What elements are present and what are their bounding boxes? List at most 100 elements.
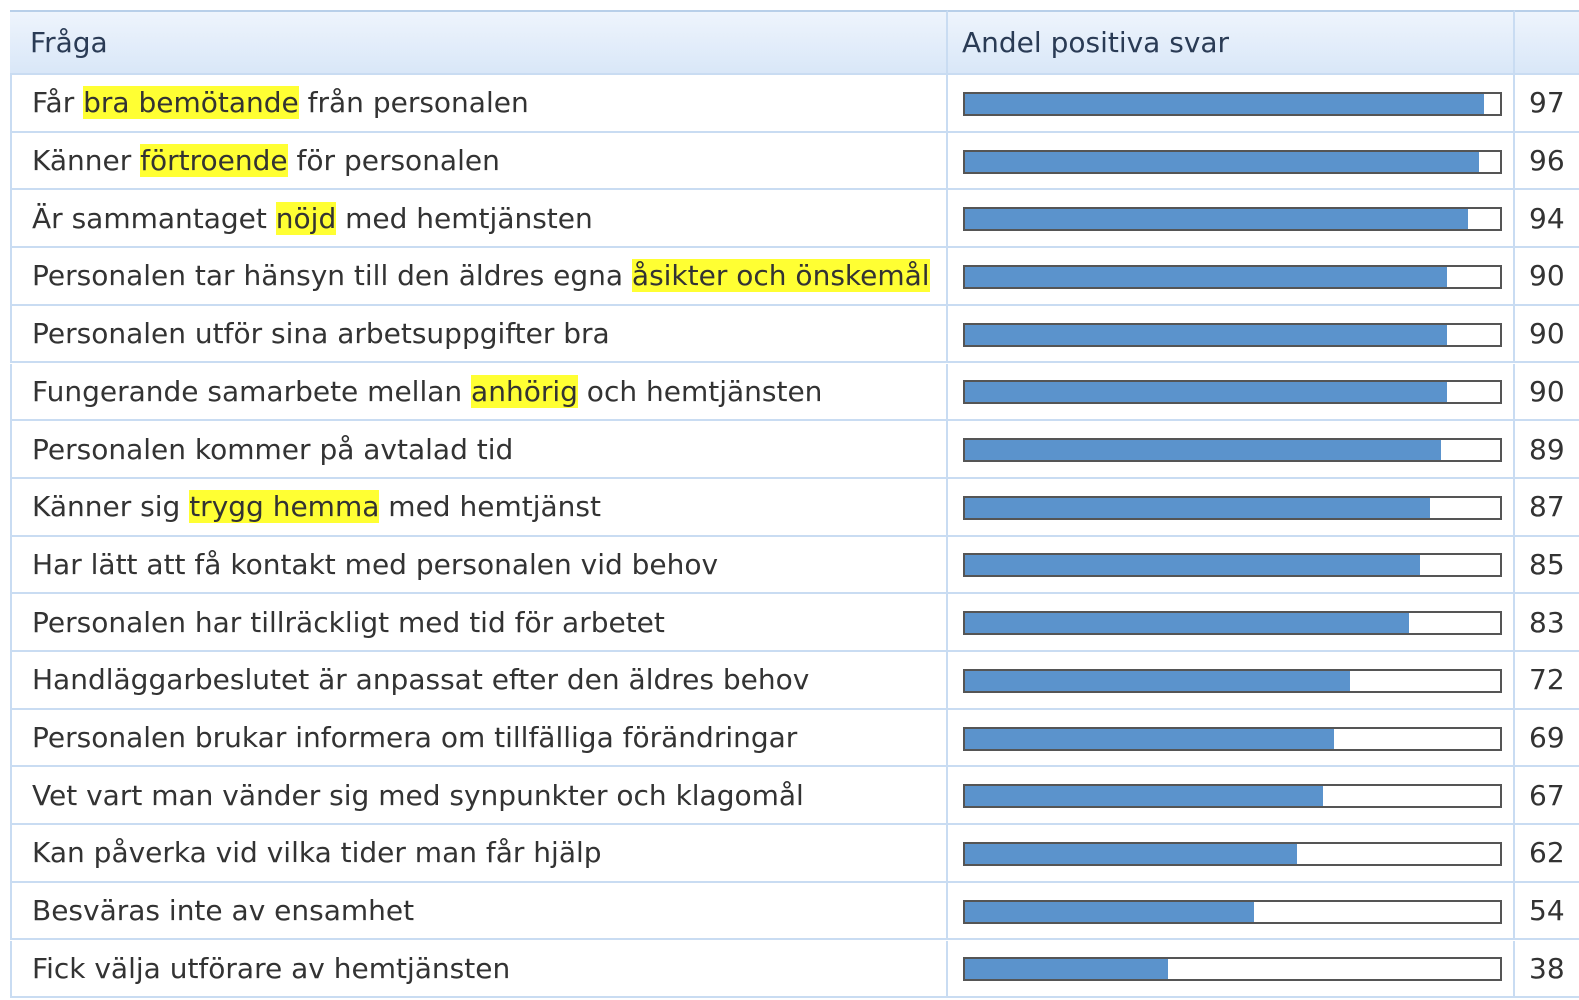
question-cell: Personalen brukar informera om tillfälli… — [10, 709, 948, 768]
value-label: 54 — [1529, 894, 1565, 928]
value-label: 90 — [1529, 259, 1565, 293]
bar — [965, 786, 1324, 807]
bar-track — [963, 264, 1502, 289]
bar-cell — [948, 594, 1515, 652]
bar — [965, 440, 1442, 461]
bar-cell — [948, 305, 1515, 364]
question-text: med hemtjänsten — [336, 201, 593, 235]
bar-track — [963, 149, 1502, 174]
question-text: Personalen kommer på avtalad tid — [32, 432, 514, 466]
question-text: Kan påverka vid vilka tider man får hjäl… — [32, 836, 602, 870]
bar — [965, 93, 1484, 114]
value-cell: 87 — [1515, 479, 1579, 537]
highlighted-text: åsikter och önskemål — [631, 259, 930, 293]
value-label: 69 — [1529, 721, 1565, 755]
header-cell[interactable]: Andel positiva svar — [948, 10, 1515, 75]
value-label: 87 — [1529, 490, 1565, 524]
question-text: Är sammantaget — [32, 201, 276, 235]
bar — [965, 209, 1468, 230]
question-cell: Personalen utför sina arbetsuppgifter br… — [10, 305, 948, 364]
bar — [965, 959, 1169, 980]
bar-cell — [948, 882, 1515, 941]
highlighted-text: anhörig — [471, 374, 578, 408]
bar-cell — [948, 190, 1515, 249]
value-cell: 97 — [1515, 75, 1579, 133]
question-text: Har lätt att få kontakt med personalen v… — [32, 547, 719, 581]
value-cell: 62 — [1515, 825, 1579, 883]
value-label: 38 — [1529, 951, 1565, 985]
question-text: Fungerande samarbete mellan — [32, 374, 472, 408]
bar-track — [963, 611, 1502, 636]
question-text: och hemtjänsten — [577, 374, 823, 408]
bar-cell — [948, 825, 1515, 883]
bar-cell — [948, 421, 1515, 479]
value-cell: 67 — [1515, 767, 1579, 826]
bar-track — [963, 495, 1502, 520]
bar-cell — [948, 363, 1515, 422]
bar — [965, 266, 1447, 287]
question-cell: Har lätt att få kontakt med personalen v… — [10, 536, 948, 595]
question-cell: Personalen har tillräckligt med tid för … — [10, 594, 948, 652]
value-cell: 85 — [1515, 537, 1579, 595]
bar-cell — [948, 478, 1515, 537]
question-text: Känner — [32, 144, 141, 178]
highlighted-text: nöjd — [275, 201, 337, 235]
bar — [965, 555, 1420, 576]
question-cell: Besväras inte av ensamhet — [10, 882, 948, 941]
value-cell: 89 — [1515, 421, 1579, 479]
bar-track — [963, 553, 1502, 578]
bar — [965, 901, 1254, 922]
bar-cell — [948, 75, 1515, 133]
bar-track — [963, 726, 1502, 751]
bar — [965, 324, 1447, 345]
highlighted-text: förtroende — [140, 144, 288, 178]
bar-track — [963, 668, 1502, 693]
value-cell: 38 — [1515, 941, 1579, 999]
question-cell: Fungerande samarbete mellan anhörig och … — [10, 363, 948, 422]
bar — [965, 843, 1297, 864]
value-label: 85 — [1529, 547, 1565, 581]
question-cell: Personalen tar hänsyn till den äldres eg… — [10, 248, 948, 306]
bar-track — [963, 322, 1502, 347]
bar-cell — [948, 536, 1515, 595]
value-label: 83 — [1529, 605, 1565, 639]
question-text: Känner sig — [32, 490, 190, 524]
value-cell: 90 — [1515, 306, 1579, 364]
question-text: Personalen brukar informera om tillfälli… — [32, 721, 798, 755]
question-text: Besväras inte av ensamhet — [32, 894, 415, 928]
question-cell: Fick välja utförare av hemtjänsten — [10, 940, 948, 999]
value-label: 62 — [1529, 836, 1565, 870]
value-cell: 72 — [1515, 652, 1579, 710]
header-cell — [1515, 10, 1579, 75]
value-cell: 83 — [1515, 594, 1579, 652]
bar-track — [963, 784, 1502, 809]
bar-track — [963, 438, 1502, 463]
bar-cell — [948, 652, 1515, 710]
question-text: Personalen utför sina arbetsuppgifter br… — [32, 317, 610, 351]
question-cell: Är sammantaget nöjd med hemtjänsten — [10, 190, 948, 249]
value-cell: 90 — [1515, 364, 1579, 422]
question-text: från personalen — [298, 86, 529, 120]
question-cell: Känner förtroende för personalen — [10, 132, 948, 191]
bar-cell — [948, 132, 1515, 191]
question-text: Får — [32, 86, 84, 120]
value-cell: 69 — [1515, 710, 1579, 768]
bar-track — [963, 207, 1502, 232]
bar-track — [963, 957, 1502, 982]
value-label: 90 — [1529, 317, 1565, 351]
bar-cell — [948, 940, 1515, 999]
bar-track — [963, 380, 1502, 405]
value-cell: 94 — [1515, 190, 1579, 249]
value-label: 67 — [1529, 778, 1565, 812]
value-cell: 90 — [1515, 248, 1579, 306]
bar-cell — [948, 248, 1515, 306]
question-text: Handläggarbeslutet är anpassat efter den… — [32, 663, 810, 697]
question-text: Vet vart man vänder sig med synpunkter o… — [32, 778, 804, 812]
question-text: för personalen — [287, 144, 500, 178]
question-cell: Kan påverka vid vilka tider man får hjäl… — [10, 825, 948, 883]
question-cell: Handläggarbeslutet är anpassat efter den… — [10, 652, 948, 710]
question-cell: Får bra bemötande från personalen — [10, 75, 948, 133]
bar-cell — [948, 767, 1515, 826]
bar — [965, 728, 1335, 749]
